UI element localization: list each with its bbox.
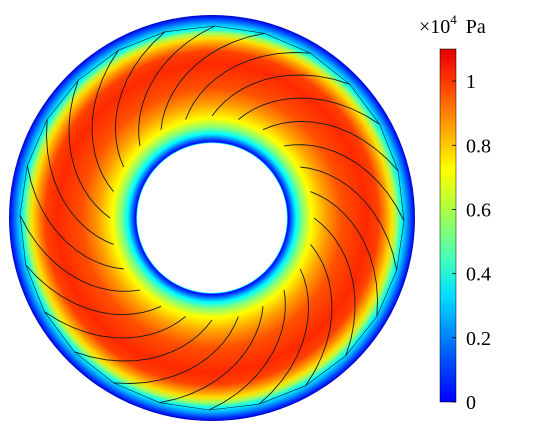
blade-outline — [91, 50, 119, 192]
blade-outline — [310, 191, 378, 317]
blade-outline — [74, 319, 213, 362]
blade-outline — [159, 306, 264, 404]
colorbar-tick-label: 0.2 — [466, 328, 491, 350]
blade-outline — [238, 97, 380, 125]
blade-outline — [211, 74, 350, 117]
blade-outline — [300, 166, 398, 271]
blade-tip-outline — [19, 25, 405, 411]
blade-outline — [19, 214, 140, 292]
colorbar-tick-label: 0.8 — [466, 135, 491, 157]
colorbar-scale-bar — [439, 48, 457, 403]
colorbar-ticks: 0 0.2 0.4 0.6 0.8 1 — [452, 71, 491, 414]
colorbar-tick-label: 0.6 — [466, 200, 491, 222]
blade-outline — [185, 52, 311, 120]
hub-opening — [137, 143, 287, 293]
blade-outline — [25, 264, 162, 316]
colorbar: ×104 Pa 0 0.2 0.4 0.6 0.8 1 — [419, 12, 491, 414]
blade-outline — [44, 311, 186, 339]
blade-outlines — [19, 25, 405, 411]
blade-outline — [68, 80, 111, 219]
blade-outline — [160, 32, 265, 130]
blade-outline — [114, 31, 166, 168]
blade-outline — [258, 268, 310, 405]
blade-outline — [208, 290, 286, 411]
impeller-pressure-field — [9, 15, 415, 421]
blade-outline — [46, 119, 114, 245]
blade-outline — [138, 25, 216, 146]
blade-outline — [305, 244, 333, 386]
blade-outline — [262, 120, 399, 172]
colorbar-tick-label: 0.4 — [466, 264, 491, 286]
blade-outline — [284, 144, 405, 222]
colorbar-tick-label: 0 — [466, 392, 476, 414]
blade-outline — [313, 217, 356, 356]
blade-outline — [113, 316, 239, 384]
colorbar-scale-label: ×104 Pa — [419, 12, 486, 38]
colorbar-tick-label: 1 — [466, 71, 476, 93]
blade-outline — [26, 165, 124, 270]
